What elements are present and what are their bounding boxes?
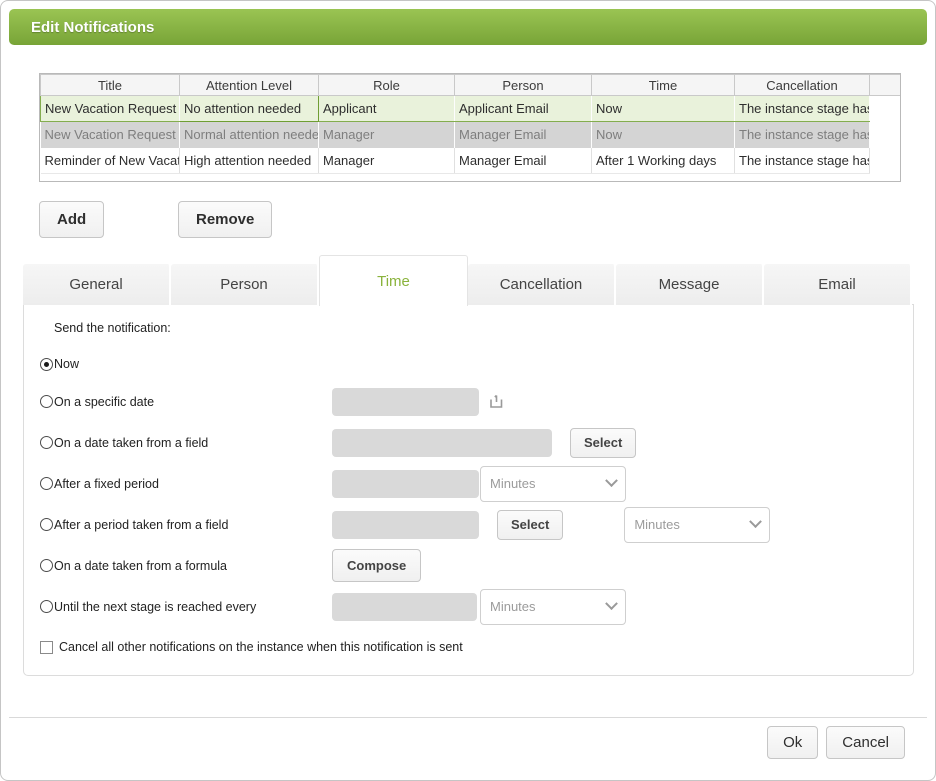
fixed-period-input[interactable] xyxy=(332,469,479,498)
option-row-period-from-field: After a period taken from a field Select… xyxy=(40,504,913,545)
radio-now[interactable] xyxy=(40,357,53,371)
dialog-title: Edit Notifications xyxy=(31,18,155,36)
unit-value: Minutes xyxy=(634,517,680,532)
option-row-now: Now xyxy=(40,347,913,381)
table-row[interactable]: Reminder of New Vacation Request High at… xyxy=(40,147,900,174)
tab-person[interactable]: Person xyxy=(171,264,319,305)
radio-period-from-field[interactable] xyxy=(40,518,53,531)
specific-date-input[interactable] xyxy=(332,387,479,416)
cell-title: New Vacation Request xyxy=(40,95,180,122)
radio-period-from-field-label[interactable]: After a period taken from a field xyxy=(54,517,229,532)
cell-role: Manager xyxy=(318,121,455,148)
add-button[interactable]: Add xyxy=(39,201,105,238)
radio-fixed-period-label[interactable]: After a fixed period xyxy=(54,476,159,491)
radio-fixed-period[interactable] xyxy=(40,477,53,490)
cancel-button[interactable]: Cancel xyxy=(826,726,905,759)
table-row[interactable]: New Vacation Request Normal attention ne… xyxy=(40,121,900,148)
option-row-formula: On a date taken from a formula Compose xyxy=(40,545,913,586)
cell-person: Applicant Email xyxy=(454,95,592,122)
cell-attention-level: High attention needed xyxy=(179,147,319,174)
cell-time: Now xyxy=(591,121,735,148)
radio-until-next-stage-label[interactable]: Until the next stage is reached every xyxy=(54,599,257,614)
cell-cancellation: The instance stage has xyxy=(734,95,870,122)
cell-time: After 1 Working days xyxy=(591,147,735,174)
radio-date-from-field[interactable] xyxy=(40,436,53,449)
cell-cancellation: The instance stage has xyxy=(734,121,870,148)
time-tab-panel: Send the notification: Now On a specific… xyxy=(23,304,914,676)
column-header-cancellation: Cancellation xyxy=(734,74,870,96)
column-header-title: Title xyxy=(40,74,180,96)
cell-cancellation: The instance stage has xyxy=(734,147,870,174)
fixed-period-unit-select[interactable]: Minutes xyxy=(480,465,626,502)
column-header-person: Person xyxy=(454,74,592,96)
period-from-field-input[interactable] xyxy=(332,510,479,539)
cancel-others-row: Cancel all other notifications on the in… xyxy=(40,640,913,654)
tab-time[interactable]: Time xyxy=(319,255,468,306)
ok-button[interactable]: Ok xyxy=(767,726,819,759)
cell-person: Manager Email xyxy=(454,147,592,174)
cell-time: Now xyxy=(591,95,735,122)
until-unit-select[interactable]: Minutes xyxy=(480,588,626,625)
chevron-down-icon xyxy=(749,515,763,529)
cell-attention-level: Normal attention needed xyxy=(179,121,319,148)
unit-value: Minutes xyxy=(490,599,536,614)
option-row-date-from-field: On a date taken from a field Select xyxy=(40,422,913,463)
tab-message[interactable]: Message xyxy=(616,264,764,305)
compose-button[interactable]: Compose xyxy=(332,549,422,582)
cell-spacer xyxy=(869,121,900,148)
date-from-field-input[interactable] xyxy=(332,428,552,457)
chevron-down-icon xyxy=(605,597,618,611)
cancel-others-label[interactable]: Cancel all other notifications on the in… xyxy=(59,640,463,654)
column-header-attention-level: Attention Level xyxy=(179,74,319,96)
cell-title: New Vacation Request xyxy=(40,121,180,148)
chevron-down-icon xyxy=(605,474,618,488)
tab-cancellation[interactable]: Cancellation xyxy=(468,264,616,305)
column-header-time: Time xyxy=(591,74,735,96)
select-period-field-button[interactable]: Select xyxy=(497,509,564,540)
radio-until-next-stage[interactable] xyxy=(40,600,53,613)
send-notification-label: Send the notification: xyxy=(54,321,171,335)
cell-role: Applicant xyxy=(318,95,455,122)
tab-general[interactable]: General xyxy=(23,264,171,305)
until-next-stage-input[interactable] xyxy=(332,592,477,621)
unit-value: Minutes xyxy=(490,476,536,491)
cell-person: Manager Email xyxy=(454,121,592,148)
cancel-others-checkbox[interactable] xyxy=(40,640,53,654)
period-unit-select[interactable]: Minutes xyxy=(624,506,771,543)
radio-specific-date-label[interactable]: On a specific date xyxy=(54,394,155,409)
dialog-titlebar: Edit Notifications xyxy=(9,9,927,45)
option-row-specific-date: On a specific date xyxy=(40,381,913,422)
column-header-role: Role xyxy=(318,74,455,96)
cell-spacer xyxy=(869,147,900,174)
tab-bar: General Person Time Cancellation Message… xyxy=(23,254,914,306)
option-row-fixed-period: After a fixed period Minutes xyxy=(40,463,913,504)
cell-spacer xyxy=(869,95,900,122)
cell-title: Reminder of New Vacation Request xyxy=(40,147,180,174)
notifications-table: Title Attention Level Role Person Time C… xyxy=(39,73,901,182)
radio-date-from-field-label[interactable]: On a date taken from a field xyxy=(54,435,209,450)
cell-role: Manager xyxy=(318,147,455,174)
option-row-until-next-stage: Until the next stage is reached every Mi… xyxy=(40,586,913,627)
footer-divider xyxy=(9,717,927,718)
radio-now-label[interactable]: Now xyxy=(54,357,80,371)
column-header-spacer xyxy=(869,74,900,96)
table-header-row: Title Attention Level Role Person Time C… xyxy=(40,74,900,96)
radio-specific-date[interactable] xyxy=(40,395,53,408)
footer-buttons: Ok Cancel xyxy=(767,726,905,759)
radio-formula[interactable] xyxy=(40,559,53,572)
select-field-button[interactable]: Select xyxy=(570,427,637,458)
tab-email[interactable]: Email xyxy=(764,264,912,305)
cell-attention-level: No attention needed xyxy=(179,95,319,122)
calendar-icon[interactable] xyxy=(488,394,505,410)
remove-button[interactable]: Remove xyxy=(178,201,273,238)
radio-formula-label[interactable]: On a date taken from a formula xyxy=(54,558,228,573)
table-row[interactable]: New Vacation Request No attention needed… xyxy=(40,95,900,122)
